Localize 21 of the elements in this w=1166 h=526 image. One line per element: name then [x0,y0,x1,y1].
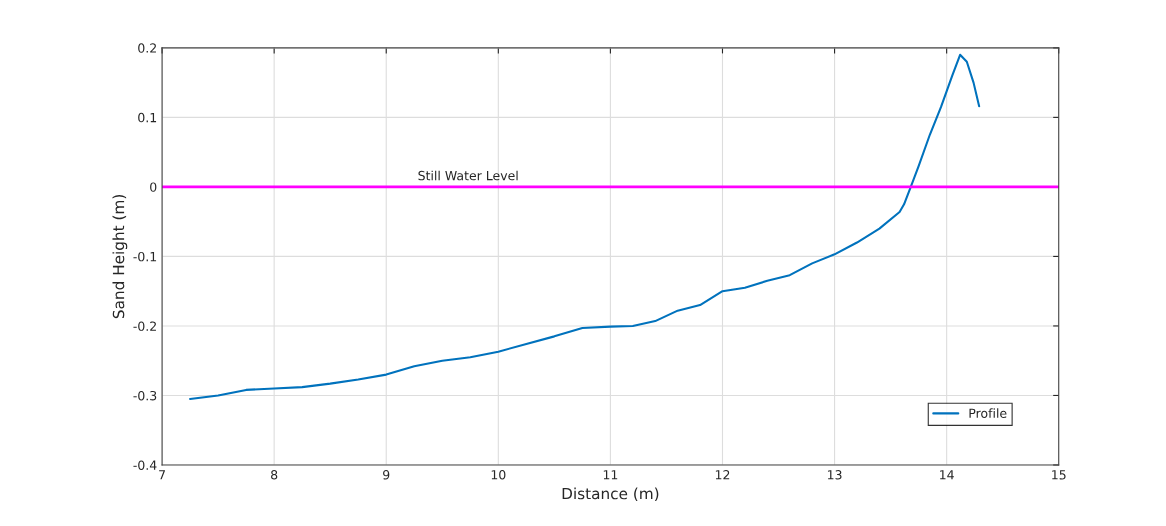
y-tick-label: 0 [150,182,157,192]
y-tick-label: -0.1 [133,251,157,262]
legend-label: Profile [969,408,1007,418]
x-axis-title: Distance (m) [562,487,659,502]
x-tick-label: 9 [383,470,390,480]
x-tick-label: 10 [491,470,506,480]
y-tick-label: 0.1 [138,112,157,123]
x-tick-label: 14 [940,470,954,480]
x-tick-label: 12 [715,470,730,480]
x-tick-label: 11 [603,470,618,480]
y-tick-label: -0.4 [133,460,157,470]
y-tick-label: -0.3 [133,390,157,401]
ref-line-label: Still Water Level [418,170,518,181]
y-axis-title: Sand Height (m) [112,195,128,319]
y-tick-label: -0.2 [133,321,156,331]
x-tick-label: 8 [271,470,278,480]
line-series [189,53,981,400]
x-tick-label: 15 [1052,470,1066,480]
y-tick-label: 0.2 [138,43,156,53]
x-tick-label: 13 [827,470,842,480]
x-tick-label: 7 [159,470,165,480]
